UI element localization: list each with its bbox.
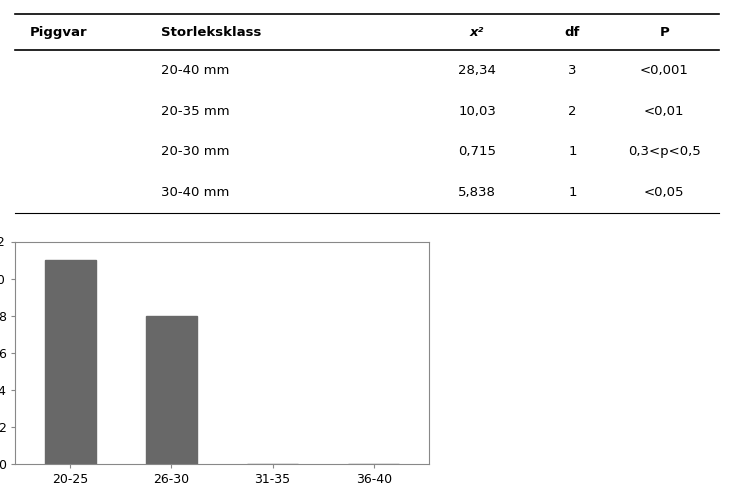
Text: df: df bbox=[565, 26, 580, 39]
Text: x²: x² bbox=[470, 26, 484, 39]
Bar bbox=[45, 260, 95, 464]
Text: 10,03: 10,03 bbox=[458, 104, 496, 117]
Text: P: P bbox=[659, 26, 669, 39]
Bar bbox=[146, 315, 197, 464]
Text: 30-40 mm: 30-40 mm bbox=[161, 186, 230, 199]
Text: Piggvar: Piggvar bbox=[29, 26, 87, 39]
Text: <0,01: <0,01 bbox=[644, 104, 685, 117]
Text: 20-30 mm: 20-30 mm bbox=[161, 145, 230, 158]
Text: 5,838: 5,838 bbox=[458, 186, 496, 199]
Text: 0,3<p<0,5: 0,3<p<0,5 bbox=[628, 145, 701, 158]
Text: Storleksklass: Storleksklass bbox=[161, 26, 262, 39]
Text: 0,715: 0,715 bbox=[458, 145, 496, 158]
Text: <0,05: <0,05 bbox=[644, 186, 685, 199]
Text: 20-40 mm: 20-40 mm bbox=[161, 64, 230, 77]
Text: 28,34: 28,34 bbox=[458, 64, 496, 77]
Text: 20-35 mm: 20-35 mm bbox=[161, 104, 230, 117]
Text: 3: 3 bbox=[568, 64, 577, 77]
Text: <0,001: <0,001 bbox=[640, 64, 688, 77]
Text: 1: 1 bbox=[568, 186, 577, 199]
Text: 2: 2 bbox=[568, 104, 577, 117]
Text: 1: 1 bbox=[568, 145, 577, 158]
